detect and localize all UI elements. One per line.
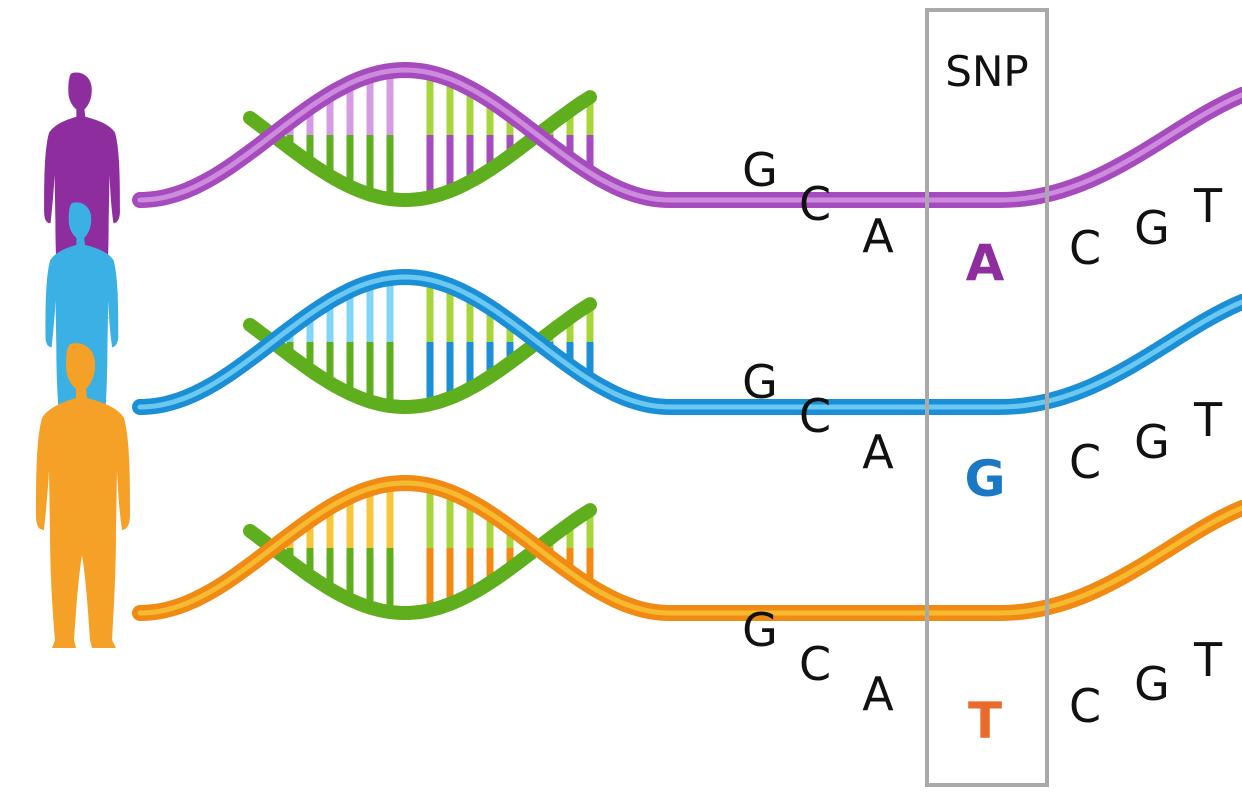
base-letter: C xyxy=(799,637,831,691)
sequence-row-2: G C A G C G T xyxy=(742,355,1223,508)
snp-base: T xyxy=(968,692,1002,750)
base-letter: G xyxy=(1134,657,1170,711)
base-letter: A xyxy=(862,425,894,479)
base-letter: A xyxy=(862,209,894,263)
base-letter: C xyxy=(799,389,831,443)
person-silhouette-3 xyxy=(36,343,130,648)
colored-backbone xyxy=(132,268,1242,416)
base-letter: T xyxy=(1193,393,1223,447)
snp-base: G xyxy=(964,450,1005,508)
base-letter: C xyxy=(1069,435,1101,489)
base-letter: G xyxy=(742,355,778,409)
snp-box xyxy=(925,8,1049,787)
colored-backbone xyxy=(132,61,1242,209)
base-letter: G xyxy=(1134,415,1170,469)
base-letter: C xyxy=(1069,221,1101,275)
base-letter: G xyxy=(742,603,778,657)
people-silhouettes xyxy=(36,72,130,648)
base-letter: A xyxy=(862,667,894,721)
base-letter: G xyxy=(1134,201,1170,255)
sequence-row-1: G C A A C G T xyxy=(742,143,1223,292)
base-letter: T xyxy=(1193,633,1223,687)
base-letter: T xyxy=(1193,179,1223,233)
dna-helix-3 xyxy=(132,474,1242,622)
base-letter: C xyxy=(799,177,831,231)
snp-base: A xyxy=(966,234,1005,292)
dna-helix-1 xyxy=(132,61,1242,209)
snp-label: SNP xyxy=(945,47,1028,96)
base-letter: G xyxy=(742,143,778,197)
dna-helix-2 xyxy=(132,268,1242,416)
colored-backbone xyxy=(132,474,1242,622)
base-letter: C xyxy=(1069,679,1101,733)
sequence-row-3: G C A T C G T xyxy=(742,603,1223,750)
dna-strands xyxy=(132,61,1242,622)
